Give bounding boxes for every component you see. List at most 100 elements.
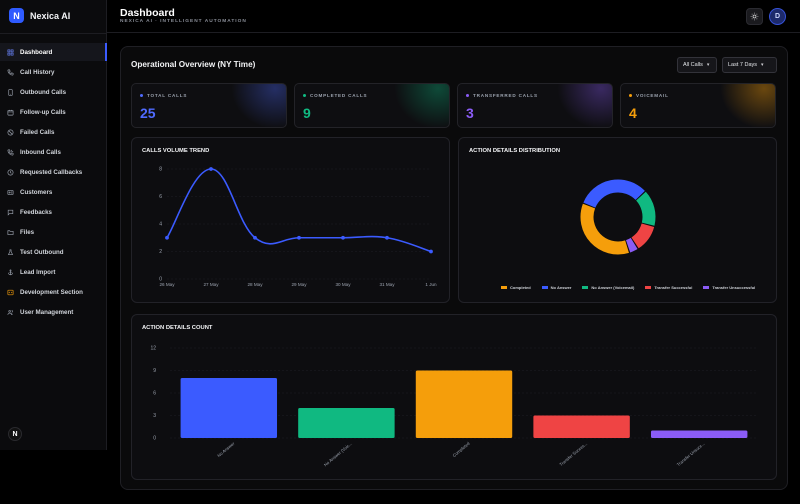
- ban-icon: [7, 129, 14, 136]
- legend-swatch: [501, 286, 507, 289]
- sidebar-item-dashboard[interactable]: Dashboard: [0, 43, 107, 61]
- sidebar-item-label: Lead Import: [20, 268, 56, 276]
- call-type-select-value: All Calls: [683, 62, 703, 68]
- brand[interactable]: N Nexica AI: [9, 8, 70, 23]
- y-tick-label: 6: [153, 391, 156, 397]
- user-avatar[interactable]: D: [769, 8, 786, 25]
- x-tick-label: 1 Jun: [425, 282, 437, 287]
- operational-overview-panel: Operational Overview (NY Time) All Calls…: [120, 46, 788, 490]
- stat-card-transferred-calls: Transferred Calls 3: [457, 83, 613, 128]
- x-tick-label: 26 May: [159, 282, 175, 287]
- sidebar-item-label: Test Outbound: [20, 248, 64, 256]
- stat-glow: [557, 84, 612, 127]
- sidebar-item-follow-up-calls[interactable]: Follow-up Calls: [0, 103, 107, 121]
- sidebar-item-feedbacks[interactable]: Feedbacks: [0, 203, 107, 221]
- message-icon: [7, 209, 14, 216]
- x-tick-label: No Answer: [216, 441, 236, 459]
- stat-glow: [720, 84, 775, 127]
- chevron-down-icon: ▾: [706, 62, 710, 68]
- stat-label-text: Total Calls: [147, 93, 188, 98]
- sidebar-item-failed-calls[interactable]: Failed Calls: [0, 123, 107, 141]
- sidebar-item-inbound-calls[interactable]: Inbound Calls: [0, 143, 107, 161]
- date-range-select[interactable]: Last 7 Days ▾: [722, 57, 777, 73]
- status-dot: [466, 94, 469, 97]
- pie-slice: [580, 203, 629, 255]
- data-point: [385, 235, 389, 240]
- folder-icon: [7, 229, 14, 236]
- sidebar-item-development-section[interactable]: Development Section: [0, 283, 107, 301]
- calls-volume-line-chart: 0 2 4 6 8 26 May 27 May 28 May 29 May 30 May 31 Ma…: [159, 167, 437, 288]
- legend-swatch: [645, 286, 652, 289]
- legend-item[interactable]: Transfer Unsuccessful: [703, 285, 755, 290]
- legend-item[interactable]: No Answer (Voicemail): [582, 285, 634, 290]
- x-tick-label: 29 May: [291, 282, 307, 287]
- sidebar-item-lead-import[interactable]: Lead Import: [0, 263, 107, 281]
- stat-card-voicemail: Voicemail 4: [620, 83, 776, 128]
- pie-slice: [625, 237, 638, 253]
- sidebar-item-label: Development Section: [20, 288, 83, 296]
- x-tick-label: 27 May: [203, 282, 219, 287]
- action-details-count-card: Action Details Count 0 3 6 9 12 No Answer No A…: [131, 314, 777, 480]
- y-tick-label: 4: [159, 222, 162, 228]
- data-point: [209, 167, 213, 171]
- data-point: [341, 235, 345, 240]
- legend-item[interactable]: No Answer: [541, 285, 571, 290]
- sidebar-item-label: Failed Calls: [20, 128, 55, 136]
- sidebar-item-call-history[interactable]: Call History: [0, 63, 107, 81]
- users-icon: [7, 309, 14, 316]
- sidebar-item-requested-callbacks[interactable]: Requested Callbacks: [0, 163, 107, 181]
- sidebar-item-customers[interactable]: Customers: [0, 183, 107, 201]
- sidebar-item-test-outbound[interactable]: Test Outbound: [0, 243, 107, 261]
- id-card-icon: [7, 189, 14, 196]
- y-tick-label: 8: [159, 167, 162, 173]
- legend-label: Transfer Unsuccessful: [712, 285, 756, 290]
- stat-value: 25: [140, 105, 156, 121]
- stat-label: Total Calls: [140, 93, 187, 98]
- calls-volume-trend-card: Calls Volume Trend 0 2 4 6 8 26 May 27 May 28 M…: [131, 137, 450, 303]
- grid-icon: [7, 49, 14, 56]
- device-icon: [7, 88, 14, 96]
- stat-label-text: Completed Calls: [310, 93, 368, 98]
- legend-label: Transfer Successful: [654, 285, 693, 290]
- sidebar-footer-badge[interactable]: N: [8, 427, 22, 441]
- brand-name: Nexica AI: [30, 10, 71, 21]
- pie-slice: [631, 223, 655, 249]
- sidebar-divider: [0, 33, 107, 34]
- pie-slice: [635, 191, 656, 226]
- theme-toggle-button[interactable]: [746, 8, 763, 25]
- legend-swatch: [703, 286, 710, 289]
- stat-value: 3: [466, 105, 474, 121]
- legend-item[interactable]: Transfer Successful: [645, 285, 692, 290]
- bar: [650, 430, 748, 438]
- legend-item[interactable]: Completed: [501, 285, 531, 290]
- sidebar: N Nexica AI Dashboard Call History Outboun…: [0, 0, 107, 450]
- stat-value: 9: [303, 105, 311, 121]
- sidebar-item-outbound-calls[interactable]: Outbound Calls: [0, 83, 107, 101]
- brand-logo: N: [9, 8, 24, 23]
- action-details-bar-chart: 0 3 6 9 12 No Answer No Answer (Voic... Complet…: [150, 346, 758, 467]
- stat-glow: [231, 84, 286, 127]
- x-tick-label: 28 May: [247, 282, 263, 287]
- x-tick-label: Transfer Succes...: [558, 441, 588, 467]
- sidebar-item-user-management[interactable]: User Management: [0, 303, 107, 321]
- y-tick-label: 2: [159, 249, 162, 255]
- stat-glow: [394, 84, 449, 127]
- call-type-select[interactable]: All Calls ▾: [677, 57, 717, 73]
- sidebar-item-label: Call History: [20, 68, 55, 76]
- clock-icon: [7, 169, 14, 176]
- stat-value: 4: [629, 105, 637, 121]
- action-details-donut-chart: [580, 179, 656, 255]
- sidebar-item-files[interactable]: Files: [0, 223, 107, 241]
- stat-card-completed-calls: Completed Calls 9: [294, 83, 450, 128]
- bar: [533, 415, 630, 438]
- bar: [180, 378, 278, 438]
- sidebar-item-label: Feedbacks: [20, 208, 52, 216]
- donut-chart-title: Action Details Distribution: [469, 148, 561, 154]
- y-tick-label: 0: [159, 277, 162, 283]
- sidebar-nav: Dashboard Call History Outbound Calls Follo…: [0, 43, 107, 323]
- bar: [415, 370, 513, 438]
- x-tick-label: No Answer (Voic...: [323, 441, 353, 467]
- flask-icon: [7, 249, 14, 256]
- y-tick-label: 0: [153, 436, 156, 442]
